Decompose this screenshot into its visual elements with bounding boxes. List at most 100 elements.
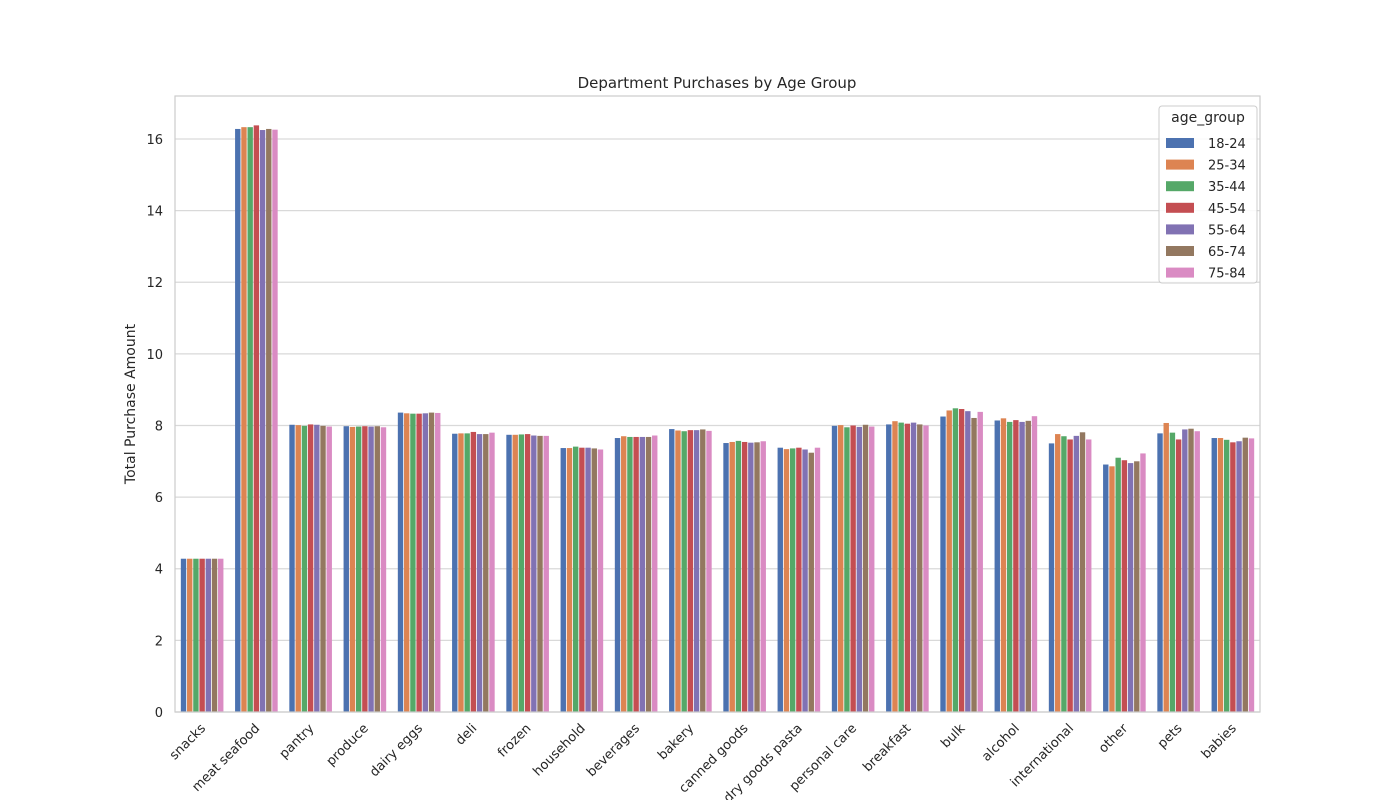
bar-beverages-18-24 (614, 438, 621, 712)
bar-meat-seafood-35-44 (247, 127, 253, 712)
bar-personal-care-65-74 (862, 424, 869, 712)
bar-alcohol-18-24 (994, 420, 1000, 712)
bar-beverages-55-64 (639, 436, 646, 712)
bar-alcohol-45-54 (1013, 420, 1019, 712)
series-35-44 (193, 127, 1230, 712)
bar-bulk-65-74 (971, 417, 977, 712)
bar-alcohol-55-64 (1019, 421, 1025, 712)
bar-bakery-75-84 (706, 430, 712, 712)
y-tick-label: 8 (155, 419, 163, 434)
bar-bakery-18-24 (669, 429, 675, 712)
bar-bakery-45-54 (687, 430, 694, 712)
bar-produce-65-74 (374, 426, 380, 712)
bar-personal-care-55-64 (856, 426, 863, 712)
y-tick-label: 2 (155, 634, 163, 649)
bar-dairy-eggs-75-84 (435, 412, 441, 712)
bar-dairy-eggs-18-24 (397, 412, 404, 712)
bar-pets-75-84 (1194, 431, 1200, 712)
bar-pets-55-64 (1182, 429, 1188, 712)
legend-label-45-54: 45-54 (1208, 202, 1246, 217)
bar-produce-35-44 (355, 426, 362, 712)
bar-household-75-84 (597, 449, 604, 712)
bar-canned-goods-35-44 (735, 440, 742, 712)
bar-snacks-18-24 (180, 558, 187, 712)
bar-meat-seafood-65-74 (266, 128, 272, 712)
bar-bakery-25-34 (675, 430, 681, 712)
bar-deli-25-34 (458, 433, 464, 712)
bar-international-45-54 (1067, 439, 1073, 712)
bar-international-18-24 (1048, 443, 1055, 712)
bar-beverages-35-44 (627, 436, 633, 712)
bar-snacks-55-64 (205, 558, 212, 712)
bar-household-25-34 (566, 448, 573, 712)
bar-dairy-eggs-55-64 (422, 413, 429, 712)
bar-frozen-18-24 (506, 434, 512, 712)
bar-pantry-35-44 (301, 425, 308, 712)
bar-snacks-65-74 (211, 558, 218, 712)
bar-alcohol-65-74 (1025, 420, 1031, 712)
bar-babies-35-44 (1223, 439, 1230, 712)
bar-dry-goods-pasta-75-84 (814, 447, 821, 712)
bar-alcohol-25-34 (1000, 418, 1007, 712)
bar-other-45-54 (1121, 460, 1128, 712)
bar-snacks-75-84 (218, 558, 224, 712)
bar-deli-55-64 (476, 434, 483, 712)
bar-snacks-45-54 (199, 558, 205, 712)
bar-dry-goods-pasta-35-44 (789, 448, 796, 712)
bar-other-18-24 (1103, 464, 1109, 712)
series-45-54 (199, 125, 1236, 713)
bar-meat-seafood-75-84 (272, 129, 278, 713)
bar-snacks-25-34 (187, 558, 193, 712)
bar-deli-18-24 (452, 433, 458, 712)
bar-frozen-75-84 (543, 435, 549, 712)
y-tick-label: 0 (155, 706, 163, 721)
y-tick-label: 16 (146, 133, 163, 148)
chart-title: Department Purchases by Age Group (578, 74, 857, 92)
bar-deli-75-84 (489, 432, 495, 712)
legend-swatch-55-64 (1166, 224, 1194, 235)
bar-dairy-eggs-45-54 (416, 413, 422, 712)
bar-frozen-55-64 (531, 435, 537, 712)
y-tick-label: 12 (146, 276, 163, 291)
bar-other-35-44 (1115, 457, 1121, 712)
bar-pets-65-74 (1188, 428, 1194, 712)
bar-produce-75-84 (380, 427, 387, 712)
bar-pets-18-24 (1157, 433, 1163, 712)
bar-deli-65-74 (483, 434, 489, 712)
bar-meat-seafood-45-54 (253, 125, 260, 713)
bar-international-35-44 (1061, 436, 1067, 712)
bar-pets-25-34 (1163, 422, 1169, 712)
legend-label-25-34: 25-34 (1208, 159, 1246, 174)
legend-swatch-45-54 (1166, 202, 1194, 213)
bar-beverages-75-84 (652, 435, 658, 712)
series-25-34 (187, 127, 1224, 712)
bar-dry-goods-pasta-55-64 (802, 449, 808, 712)
y-tick-label: 4 (155, 563, 163, 578)
bar-frozen-25-34 (512, 434, 518, 712)
bar-household-55-64 (585, 447, 591, 712)
bar-produce-25-34 (349, 426, 356, 712)
bar-breakfast-18-24 (886, 424, 892, 712)
bar-canned-goods-75-84 (760, 441, 766, 712)
bar-international-75-84 (1086, 439, 1092, 712)
bar-alcohol-75-84 (1031, 416, 1038, 712)
bar-other-75-84 (1140, 453, 1146, 712)
bar-beverages-25-34 (621, 436, 627, 712)
series-18-24 (180, 128, 1217, 712)
bar-personal-care-75-84 (869, 426, 875, 712)
legend-swatch-75-84 (1166, 267, 1194, 278)
bar-babies-25-34 (1217, 438, 1224, 712)
bar-beverages-45-54 (633, 436, 639, 712)
bar-dry-goods-pasta-18-24 (777, 447, 783, 712)
legend-frame (1158, 105, 1258, 284)
bar-bakery-35-44 (681, 431, 687, 712)
bar-bakery-55-64 (693, 430, 700, 712)
bar-pantry-55-64 (314, 424, 320, 712)
bar-household-45-54 (579, 447, 585, 712)
bar-canned-goods-55-64 (748, 442, 754, 712)
bar-babies-65-74 (1242, 437, 1248, 712)
bar-dairy-eggs-65-74 (428, 412, 435, 712)
legend-label-65-74: 65-74 (1208, 245, 1246, 260)
legend-label-75-84: 75-84 (1208, 267, 1246, 282)
bar-international-25-34 (1055, 434, 1061, 712)
